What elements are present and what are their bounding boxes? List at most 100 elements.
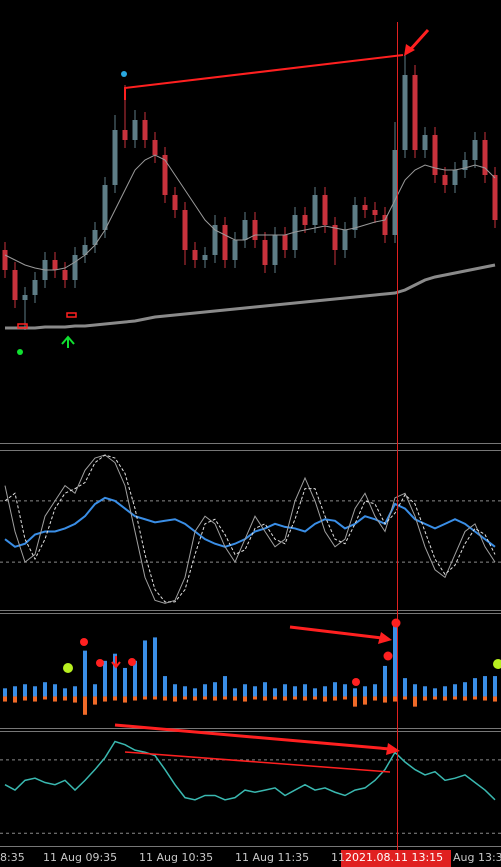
candle-body [92,230,98,245]
histogram-bar [153,696,157,700]
histogram-bar [493,696,497,702]
candle-body [102,185,108,230]
candle-body [192,250,198,260]
histogram-bar [373,696,377,701]
candle-body [382,215,388,235]
candle-body [262,240,268,265]
x-tick-label: 11 Aug 09:35 [43,851,117,864]
histogram-bar [223,676,227,697]
histogram-bar [53,696,57,702]
histogram-bar [43,682,47,697]
candle-body [432,135,438,175]
candle-body [62,270,68,280]
histogram-bar [13,686,17,697]
histogram-bar [23,696,27,701]
candle-body [342,230,348,250]
histogram-bar [293,686,297,697]
candle-body [302,215,308,225]
candle-body [122,130,128,140]
candle-body [242,220,248,240]
histogram-bar [383,696,387,703]
candle-body [12,270,18,300]
candle-body [252,220,258,240]
histogram-bar [293,696,297,700]
histogram-bar [193,696,197,701]
indicator-line [4,454,496,604]
cursor-label: 2021.08.11 13:15 [345,851,443,864]
histogram-bar [203,684,207,697]
x-tick-label: Aug 13:35 [453,851,501,864]
candle-body [162,155,168,195]
candle-body [332,225,338,250]
histogram-bar [153,637,157,697]
histogram-bar [183,686,187,697]
histogram-bar [183,696,187,700]
candle-body [142,120,148,140]
histogram-bar [333,682,337,697]
histogram-bar [463,682,467,697]
candle-body [52,260,58,270]
indicator-line [4,496,496,548]
histogram-bar [383,665,387,697]
histogram-bar [73,686,77,697]
histogram-bar [63,696,67,701]
histogram-bar [233,688,237,697]
histogram-bar [283,684,287,697]
candle-body [202,255,208,260]
histogram-bar [453,696,457,700]
candle-body [412,75,418,150]
candle-body [132,120,138,140]
panel-separators [0,443,501,847]
cursor-label-box [341,850,451,867]
histogram-bar [303,684,307,697]
candle-body [352,205,358,230]
histogram-bar [113,653,117,697]
histogram-bar [353,688,357,697]
histogram-bar [323,686,327,697]
histogram-bar [143,696,147,700]
histogram-bar [133,696,137,701]
x-tick-label: 8:35 [0,851,25,864]
histogram-bar [283,696,287,701]
histogram-bar [263,696,267,701]
candle-body [212,225,218,255]
candle-body [112,130,118,185]
histogram-bar [393,696,397,702]
histogram-bar [83,696,87,715]
candle-body [422,135,428,150]
histogram-bar [203,696,207,700]
histogram-bar [363,686,367,697]
histogram-bar [83,650,87,697]
histogram-bar [273,688,277,697]
histogram-bar [463,696,467,701]
histogram-bar [443,696,447,701]
histogram-bar [33,686,37,697]
candle-body [2,250,8,270]
histogram-bar [163,676,167,697]
histogram-bar [103,660,107,697]
candle-body [452,170,458,185]
histogram-bar [173,684,177,697]
histogram-bar [133,660,137,697]
histogram-bar [363,696,367,705]
histogram-bar [193,688,197,697]
histogram-bar [453,684,457,697]
plot-area [0,55,501,834]
histogram-bar [483,696,487,701]
histogram-bar [413,684,417,697]
x-tick-label: 11 Aug 11:35 [235,851,309,864]
histogram-bar [123,667,127,697]
candle-body [32,280,38,295]
histogram-bar [53,684,57,697]
histogram-bar [343,684,347,697]
histogram-bar [393,623,397,697]
histogram-bar [33,696,37,702]
candle-body [402,75,408,150]
candle-body [282,235,288,250]
histogram-bar [483,676,487,697]
histogram-bar [433,688,437,697]
histogram-bar [13,696,17,703]
candle-body [272,235,278,265]
histogram-bar [243,696,247,702]
histogram-bar [143,640,147,697]
